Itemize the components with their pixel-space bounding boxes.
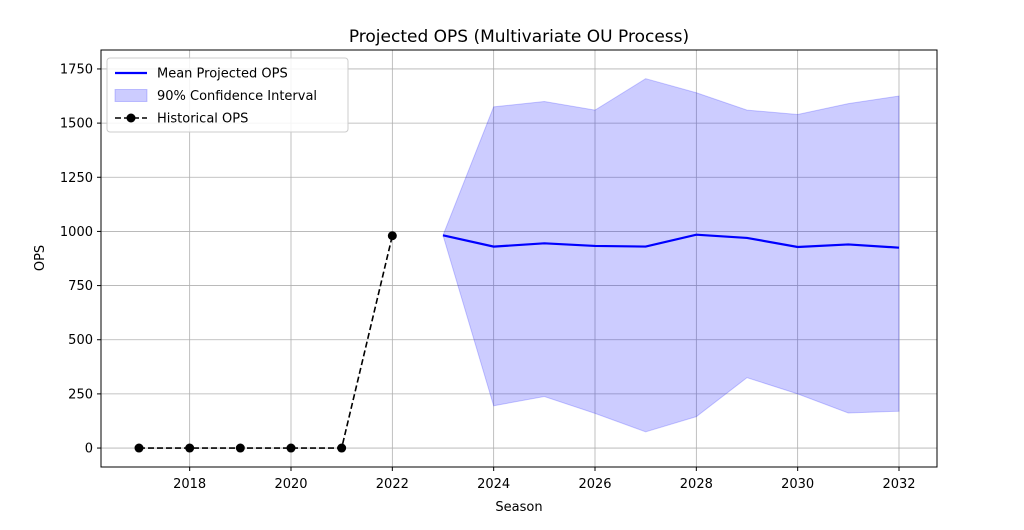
legend-label: Mean Projected OPS	[157, 67, 288, 82]
y-tick-label: 750	[68, 279, 93, 294]
y-tick-label: 0	[85, 442, 93, 457]
confidence-band	[442, 78, 900, 433]
x-tick-label: 2028	[680, 477, 713, 492]
legend-label: 90% Confidence Interval	[157, 89, 317, 104]
x-tick-label: 2026	[578, 477, 611, 492]
y-axis-label: OPS	[33, 245, 48, 271]
legend: Mean Projected OPS 90% Confidence Interva…	[106, 57, 349, 133]
y-tick-label: 1500	[60, 117, 93, 132]
legend-label: Historical OPS	[157, 112, 248, 127]
x-axis: 2018 2020 2022 2024 2026 2028 2030 2032	[173, 467, 916, 492]
historical-point	[387, 231, 397, 241]
y-tick-label: 1750	[60, 62, 93, 77]
mean-projected-line	[442, 233, 900, 249]
historical-point	[134, 443, 144, 453]
y-tick-label: 1000	[60, 225, 93, 240]
chart-title: Projected OPS (Multivariate OU Process)	[349, 27, 689, 47]
confidence-band-layer	[442, 78, 900, 433]
plot-frame	[100, 49, 938, 468]
x-tick-label: 2024	[477, 477, 510, 492]
x-tick-label: 2020	[274, 477, 307, 492]
historical-point	[286, 443, 296, 453]
y-tick-label: 250	[68, 387, 93, 402]
historical-point	[337, 443, 347, 453]
historical-point	[235, 443, 245, 453]
legend-box	[106, 57, 349, 133]
grid	[101, 50, 937, 467]
x-tick-label: 2022	[376, 477, 409, 492]
series-layer	[134, 231, 900, 453]
legend-marker-historical	[126, 113, 136, 123]
historical-line	[139, 235, 394, 449]
x-tick-label: 2018	[173, 477, 206, 492]
x-tick-label: 2030	[781, 477, 814, 492]
historical-point	[185, 443, 195, 453]
y-axis: 0 250 500 750 1000 1250 1500 1750	[60, 62, 101, 457]
y-tick-label: 1250	[60, 171, 93, 186]
y-tick-label: 500	[68, 333, 93, 348]
legend-swatch-band	[114, 89, 148, 102]
x-axis-label: Season	[495, 500, 542, 515]
x-tick-label: 2032	[882, 477, 915, 492]
